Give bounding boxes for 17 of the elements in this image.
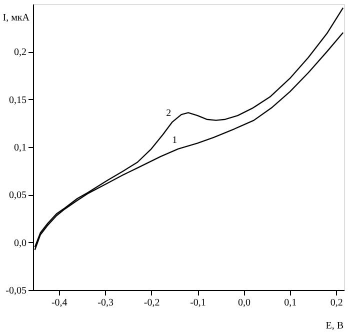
x-tick-label: -0,3: [98, 298, 114, 308]
y-tick-label: 0,15: [9, 94, 26, 106]
y-tick-label: 0,2: [14, 47, 26, 58]
x-tick-label: -0,1: [190, 298, 206, 308]
annotation: 1: [172, 134, 178, 146]
y-tick-label: -0,05: [6, 286, 26, 296]
x-tick-label: 0,0: [238, 298, 250, 308]
x-tick-label: -0,2: [144, 298, 160, 308]
annotation: 2: [166, 108, 172, 120]
x-tick-label: -0,4: [51, 298, 68, 308]
y-axis-title: I, мкА: [2, 12, 30, 24]
x-axis-title: E, B: [326, 320, 344, 332]
x-tick-label: 0,1: [284, 298, 297, 308]
y-tick-label: 0,05: [9, 190, 26, 202]
y-tick-label: 0,1: [14, 142, 26, 154]
y-tick-label: 0,0: [14, 238, 26, 249]
x-tick-label: 0,2: [330, 298, 343, 308]
